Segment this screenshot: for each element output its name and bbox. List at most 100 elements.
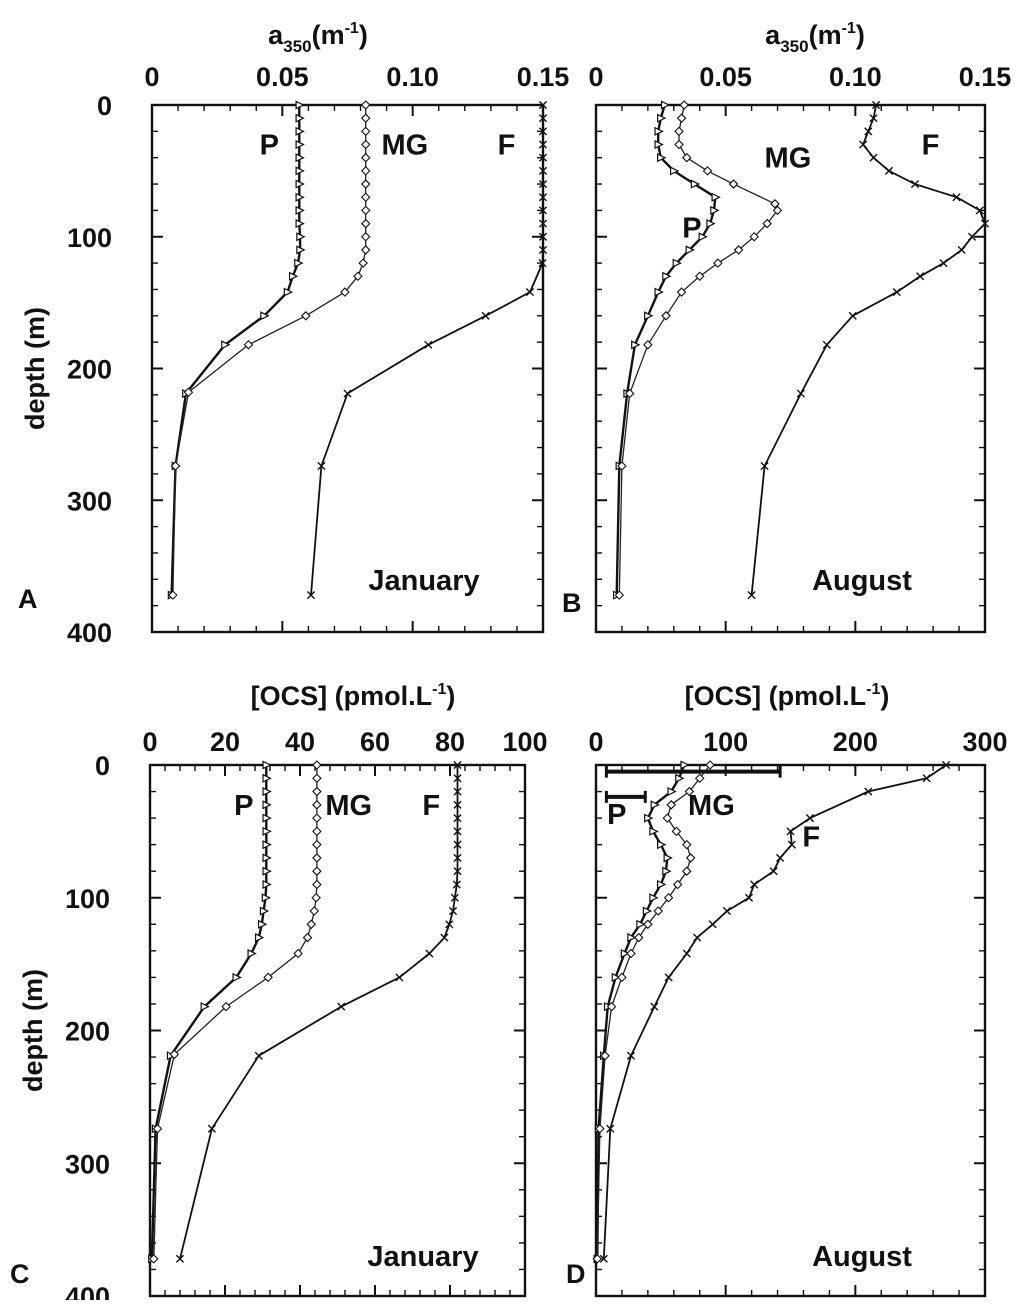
panel-a-x-tick-label: 0 (144, 62, 159, 92)
panel-b-series-mg-point (733, 245, 744, 255)
panel-b-series-p-point (654, 126, 664, 136)
panel-b-series-p-point (654, 139, 664, 150)
panel-d-series-f-point (922, 774, 931, 783)
panel-b-x-tick-label: 0.05 (699, 62, 752, 92)
panel-a-series-p-point (295, 179, 305, 189)
panel-b-series-f-point (957, 245, 966, 255)
panel-a-series-p-point (283, 287, 294, 297)
panel-a-series-f-point (538, 100, 548, 110)
panel-a-series-p-point (295, 192, 305, 202)
panel-b-series-f-point (916, 272, 925, 281)
panel-a-series-f-point (538, 245, 548, 255)
panel-c-y-tick-label: 200 (65, 1017, 110, 1047)
panel-b-series-f-point (952, 193, 961, 202)
panel-c-series-f-point (453, 774, 462, 783)
panel-d-x-tick-label: 100 (703, 727, 748, 757)
panel-d-series-p-point (636, 919, 646, 929)
panel-d-series-mg-point (681, 839, 692, 850)
panel-d-series-f-point (650, 1002, 659, 1011)
panel-c-series-f-point (453, 840, 462, 849)
panel-b-series-mg-label: MG (765, 143, 812, 175)
panel-c-series-mg-point (312, 826, 322, 837)
panel-c-y-tick-label: 400 (65, 1282, 110, 1300)
panel-a-series-mg-point (360, 231, 371, 242)
panel-a-series-mg-point (360, 245, 371, 255)
panel-c-series-mg-point (169, 1049, 180, 1060)
panel-d-series-mg-point (705, 760, 715, 770)
panel-a-y-tick-label: 400 (67, 618, 112, 648)
panel-d-series-p-point (649, 893, 659, 903)
panel-a-series-p-point (295, 205, 305, 215)
panel-b-series-f-point (939, 259, 948, 268)
panel-a-x-tick-label: 0.10 (386, 62, 439, 92)
panel-a-series-f-point (538, 153, 548, 162)
panel-a-y-tick-label: 200 (67, 355, 112, 385)
panel-b-series-mg-point (676, 113, 687, 123)
panel-b-series-f-point (869, 153, 878, 162)
panel-c-series-mg-point (312, 800, 322, 810)
panel-b-series-p-point (672, 258, 682, 268)
panel-d-x-axis-title: [OCS] (pmol.L-1) (685, 681, 890, 711)
panel-c-series-mg-point (312, 786, 322, 797)
panel-a-series-mg-point (360, 205, 371, 216)
panel-c-series-f-point (337, 1002, 346, 1011)
panel-a-series-p-point (294, 258, 304, 268)
panel-d-series-f-point (750, 880, 759, 889)
panel-c-series-p-label: P (234, 790, 253, 822)
panel-c-y-axis-title: depth (m) (18, 969, 48, 1092)
panel-c-series-f-point (440, 933, 449, 942)
panel-d-series-p-point (675, 773, 685, 783)
panel-a-panel-letter: A (18, 584, 38, 614)
panel-d-series-mg-point (666, 800, 676, 810)
panel-c-x-tick-label: 80 (435, 727, 465, 757)
panel-c-series-f-point (453, 814, 462, 823)
panel-c-series-p-point (262, 760, 272, 770)
panel-a-series-mg-point (358, 258, 368, 268)
panel-a-series-p-point (295, 219, 305, 229)
panel-c-series-f-point (175, 1254, 185, 1263)
panel-b-series-mg-point (702, 166, 713, 176)
panel-c-series-p-point (259, 906, 270, 916)
panel-a-series-f-line (310, 105, 544, 596)
panel-b-series-f-point (975, 206, 984, 215)
panel-c-series-mg: MG (148, 760, 372, 1264)
panel-a-series-p-point (296, 245, 306, 255)
panel-c-series-f-point (453, 867, 462, 876)
panel-d-series-mg: MG (592, 760, 735, 1264)
panel-d-plot-frame (594, 763, 987, 1298)
panel-c-series-f-line (179, 765, 459, 1260)
panel-d-series-p-point (642, 906, 653, 916)
panel-b-series-mg-point (728, 179, 739, 189)
panel-b-series-f-point (871, 100, 881, 110)
panel-a-series-f-point (538, 114, 548, 123)
panel-d-series-p-point (650, 800, 660, 810)
panel-b-series-mg-point (614, 590, 625, 600)
panel-a-series-f-point (538, 232, 548, 241)
panel-c-series-p-point (262, 879, 272, 890)
panel-b-series-p-point (706, 219, 716, 229)
panel-c-series-f-point (254, 1051, 263, 1060)
panel-d-series-mg-point (595, 1123, 605, 1134)
panel-b-series-f-point (747, 591, 756, 600)
panel-d-series-f-point (708, 920, 717, 929)
panel-a-y-tick-label: 100 (67, 223, 112, 253)
panel-a-series-mg-point (183, 387, 194, 397)
panel-a-x-axis-title: a350(m-1) (268, 20, 368, 56)
panel-b-series-f-label: F (922, 130, 940, 162)
panel-d-series-mg-point (653, 906, 664, 916)
panel-b-x-axis-title: a350(m-1) (765, 20, 865, 56)
panel-c-series-f-point (207, 1124, 216, 1133)
panel-a-month-label: January (368, 565, 479, 597)
panel-c-series-f-point (453, 760, 462, 770)
panel-d: 0 100 200 300 [OCS] (pmol.L-1) P MG F August D (566, 681, 1008, 1298)
panel-c-series-p-point (262, 800, 272, 810)
panel-c-series-p-point (262, 866, 272, 876)
panel-c-x-tick-label: 20 (210, 727, 240, 757)
panel-a-series-f-point (538, 259, 547, 268)
panel-b-series-mg-point (674, 126, 684, 137)
panel-c-plot-frame (148, 763, 527, 1298)
panel-c-series-mg-point (148, 1254, 159, 1264)
panel-d-series-p-point (611, 972, 622, 982)
panel-a-series-f-point (525, 287, 535, 297)
